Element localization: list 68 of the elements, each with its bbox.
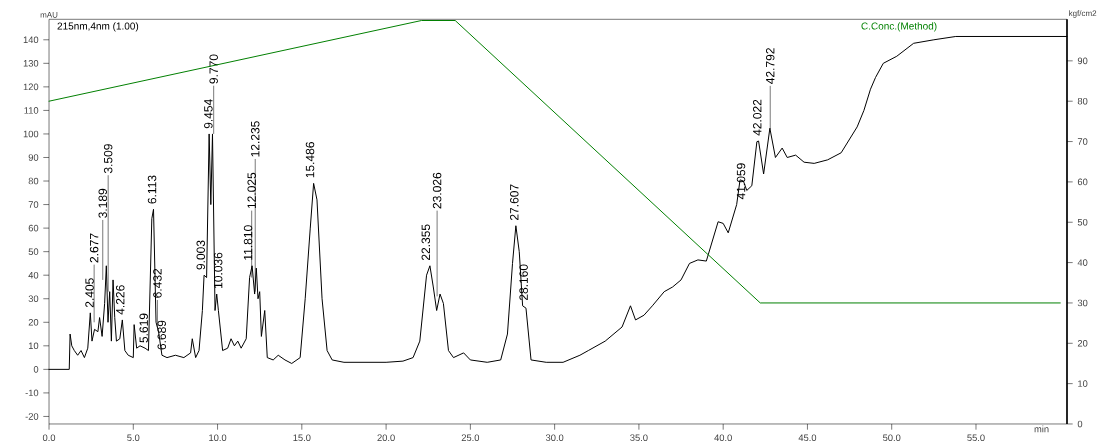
annotation: 27.607 <box>510 184 519 220</box>
annotation: 5.619 <box>139 313 148 343</box>
text: C.Conc.(Method) <box>861 22 937 32</box>
y-tick-label: 120 <box>23 83 39 90</box>
y-tick-label: 10 <box>28 342 39 349</box>
y2-tick-label: 10 <box>1078 380 1088 387</box>
y-tick-label: 70 <box>28 201 39 208</box>
y-tick-label: -10 <box>25 389 39 396</box>
x-tick-label: 35.0 <box>630 434 648 441</box>
annotation: 42.792 <box>765 47 775 84</box>
y-tick-label: 130 <box>23 59 39 67</box>
y-axis-title: mAU <box>40 11 58 18</box>
annotation: 2.405 <box>85 278 94 307</box>
text: 215nm,4nm (1.00) <box>57 22 139 32</box>
y2-axis-title: kgf/cm2 <box>1069 10 1097 18</box>
annotation: 42.022 <box>753 99 762 136</box>
annotation: 6.689 <box>157 320 167 350</box>
y-tick-label: 20 <box>28 318 39 326</box>
annotation: 4.226 <box>115 285 125 315</box>
y-tick-label: 60 <box>28 224 39 232</box>
annotation: 28.160 <box>519 264 528 300</box>
annotation: 9.454 <box>204 98 213 129</box>
y2-tick-label: 70 <box>1077 138 1088 145</box>
x-tick-label: 15.0 <box>293 434 311 441</box>
x-tick-label: 30.0 <box>545 434 564 441</box>
annotation: 41.059 <box>736 163 746 199</box>
x-tick-label: 5.0 <box>127 434 140 441</box>
y-tick-label: 90 <box>28 153 39 161</box>
annotation: 9.770 <box>209 54 218 84</box>
y2-tick-label: 50 <box>1077 218 1088 226</box>
annotation: 6.113 <box>147 175 157 204</box>
x-tick-label: 40.0 <box>714 434 732 441</box>
y2-tick-label: 0 <box>1077 420 1083 428</box>
x-tick-label: 45.0 <box>798 434 817 441</box>
y-tick-label: 30 <box>28 295 39 302</box>
annotation: 12.235 <box>250 120 260 157</box>
y-tick-label: 40 <box>28 271 39 279</box>
annotation: 3.509 <box>103 143 113 173</box>
y-tick-label: 110 <box>24 106 39 114</box>
y2-tick-label: 80 <box>1077 97 1088 105</box>
x-tick-label: 55.0 <box>967 434 985 441</box>
y-tick-label: 0 <box>33 365 39 373</box>
annotation: 2.677 <box>89 233 99 263</box>
annotation: 11.810 <box>243 225 253 260</box>
y2-tick-label: 20 <box>1077 339 1088 347</box>
x-axis-title: min <box>1034 425 1049 433</box>
y-tick-label: 100 <box>23 130 39 138</box>
x-tick-label: 50.0 <box>883 434 901 441</box>
x-tick-label: 0.0 <box>42 434 56 441</box>
annotation: 23.026 <box>432 172 442 209</box>
annotation: 12.025 <box>247 172 256 208</box>
y-tick-label: -20 <box>25 412 39 420</box>
annotation: 10.036 <box>213 252 223 288</box>
x-tick-label: 20.0 <box>377 434 395 441</box>
annotation: 6.432 <box>153 268 162 298</box>
annotation: 9.003 <box>196 240 206 270</box>
y2-tick-label: 90 <box>1077 57 1088 64</box>
y2-tick-label: 60 <box>1077 178 1088 185</box>
y-tick-label: 80 <box>28 177 39 185</box>
x-tick-label: 10.0 <box>209 434 227 441</box>
y-tick-label: 50 <box>28 248 39 255</box>
annotation: 22.355 <box>421 224 431 260</box>
y-tick-label: 140 <box>23 36 39 43</box>
y2-tick-label: 40 <box>1077 259 1088 266</box>
y2-tick-label: 30 <box>1077 299 1088 307</box>
annotation: 3.189 <box>98 188 108 218</box>
x-tick-label: 25.0 <box>461 434 480 441</box>
annotation: 15.486 <box>305 141 315 178</box>
